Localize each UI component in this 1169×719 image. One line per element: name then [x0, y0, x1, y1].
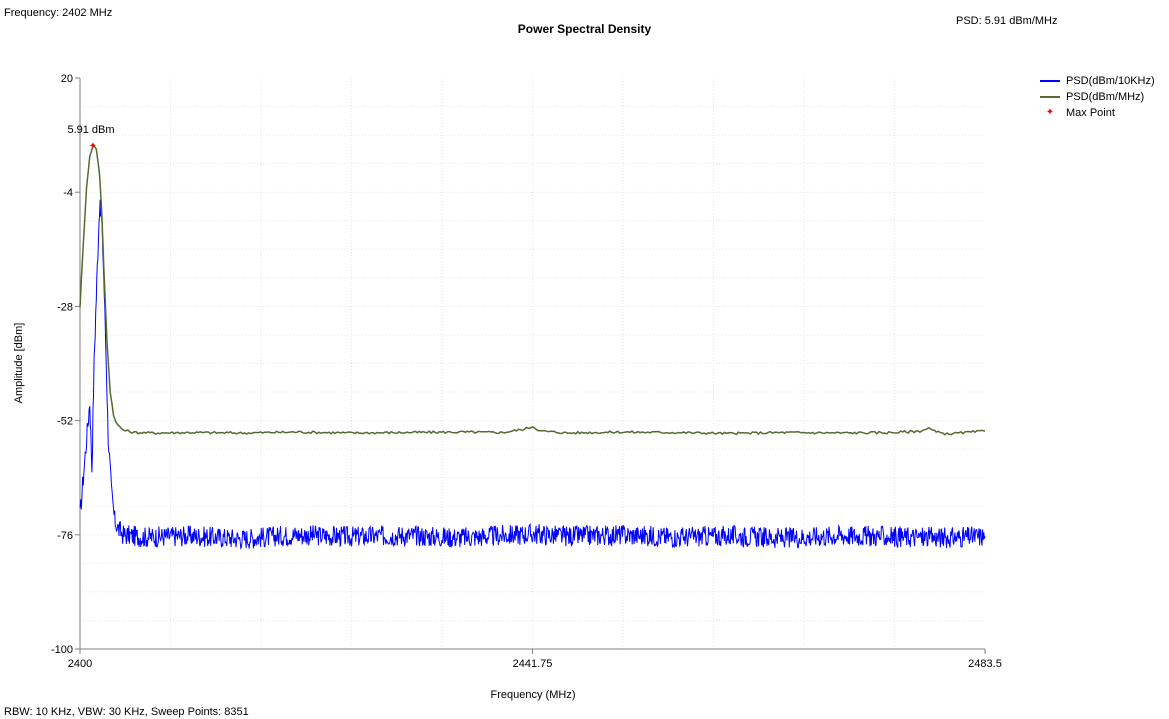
sweep-settings-footer: RBW: 10 KHz, VBW: 30 KHz, Sweep Points: …: [4, 706, 249, 718]
x-axis-label: Frequency (MHz): [491, 689, 576, 701]
y-tick-label: -100: [51, 644, 73, 656]
y-tick-label: -52: [57, 416, 73, 428]
max-point-label: 5.91 dBm: [67, 124, 114, 136]
legend-item-psd-mhz[interactable]: PSD(dBm/MHz): [1040, 89, 1155, 105]
x-tick-label: 2400: [68, 658, 92, 670]
max-point-layer: ✦ 5.91 dBm: [67, 124, 114, 152]
y-tick-label: 20: [61, 73, 73, 85]
grid: [80, 78, 985, 649]
max-point-marker: ✦: [89, 141, 97, 152]
legend-label: PSD(dBm/MHz): [1066, 91, 1145, 103]
legend-label: Max Point: [1066, 107, 1115, 119]
star-icon: ✦: [1045, 107, 1055, 118]
y-axis-label: Amplitude [dBm]: [13, 323, 25, 404]
chart-title: Power Spectral Density: [517, 22, 652, 36]
legend-item-psd-10khz[interactable]: PSD(dBm/10KHz): [1040, 73, 1155, 89]
series-psd-10khz-line: [79, 199, 986, 550]
series-layer: [79, 144, 986, 550]
legend-item-max-point[interactable]: ✦ Max Point: [1040, 105, 1155, 121]
y-tick-label: -76: [57, 530, 73, 542]
axes: 20 -4 -28 -52 -76 -100 2400 2441.75 2483.5: [51, 73, 1002, 670]
series-psd-mhz-line: [79, 144, 986, 436]
y-tick-label: -4: [63, 187, 73, 199]
legend-label: PSD(dBm/10KHz): [1066, 75, 1155, 87]
legend: PSD(dBm/10KHz) PSD(dBm/MHz) ✦ Max Point: [1040, 73, 1155, 121]
x-tick-label: 2441.75: [513, 658, 553, 670]
frequency-readout: Frequency: 2402 MHz: [4, 7, 113, 19]
legend-swatch-olive: [1040, 96, 1060, 98]
x-tick-label: 2483.5: [968, 658, 1002, 670]
legend-swatch-blue: [1040, 80, 1060, 82]
y-tick-label: -28: [57, 301, 73, 313]
psd-readout: PSD: 5.91 dBm/MHz: [956, 15, 1058, 27]
